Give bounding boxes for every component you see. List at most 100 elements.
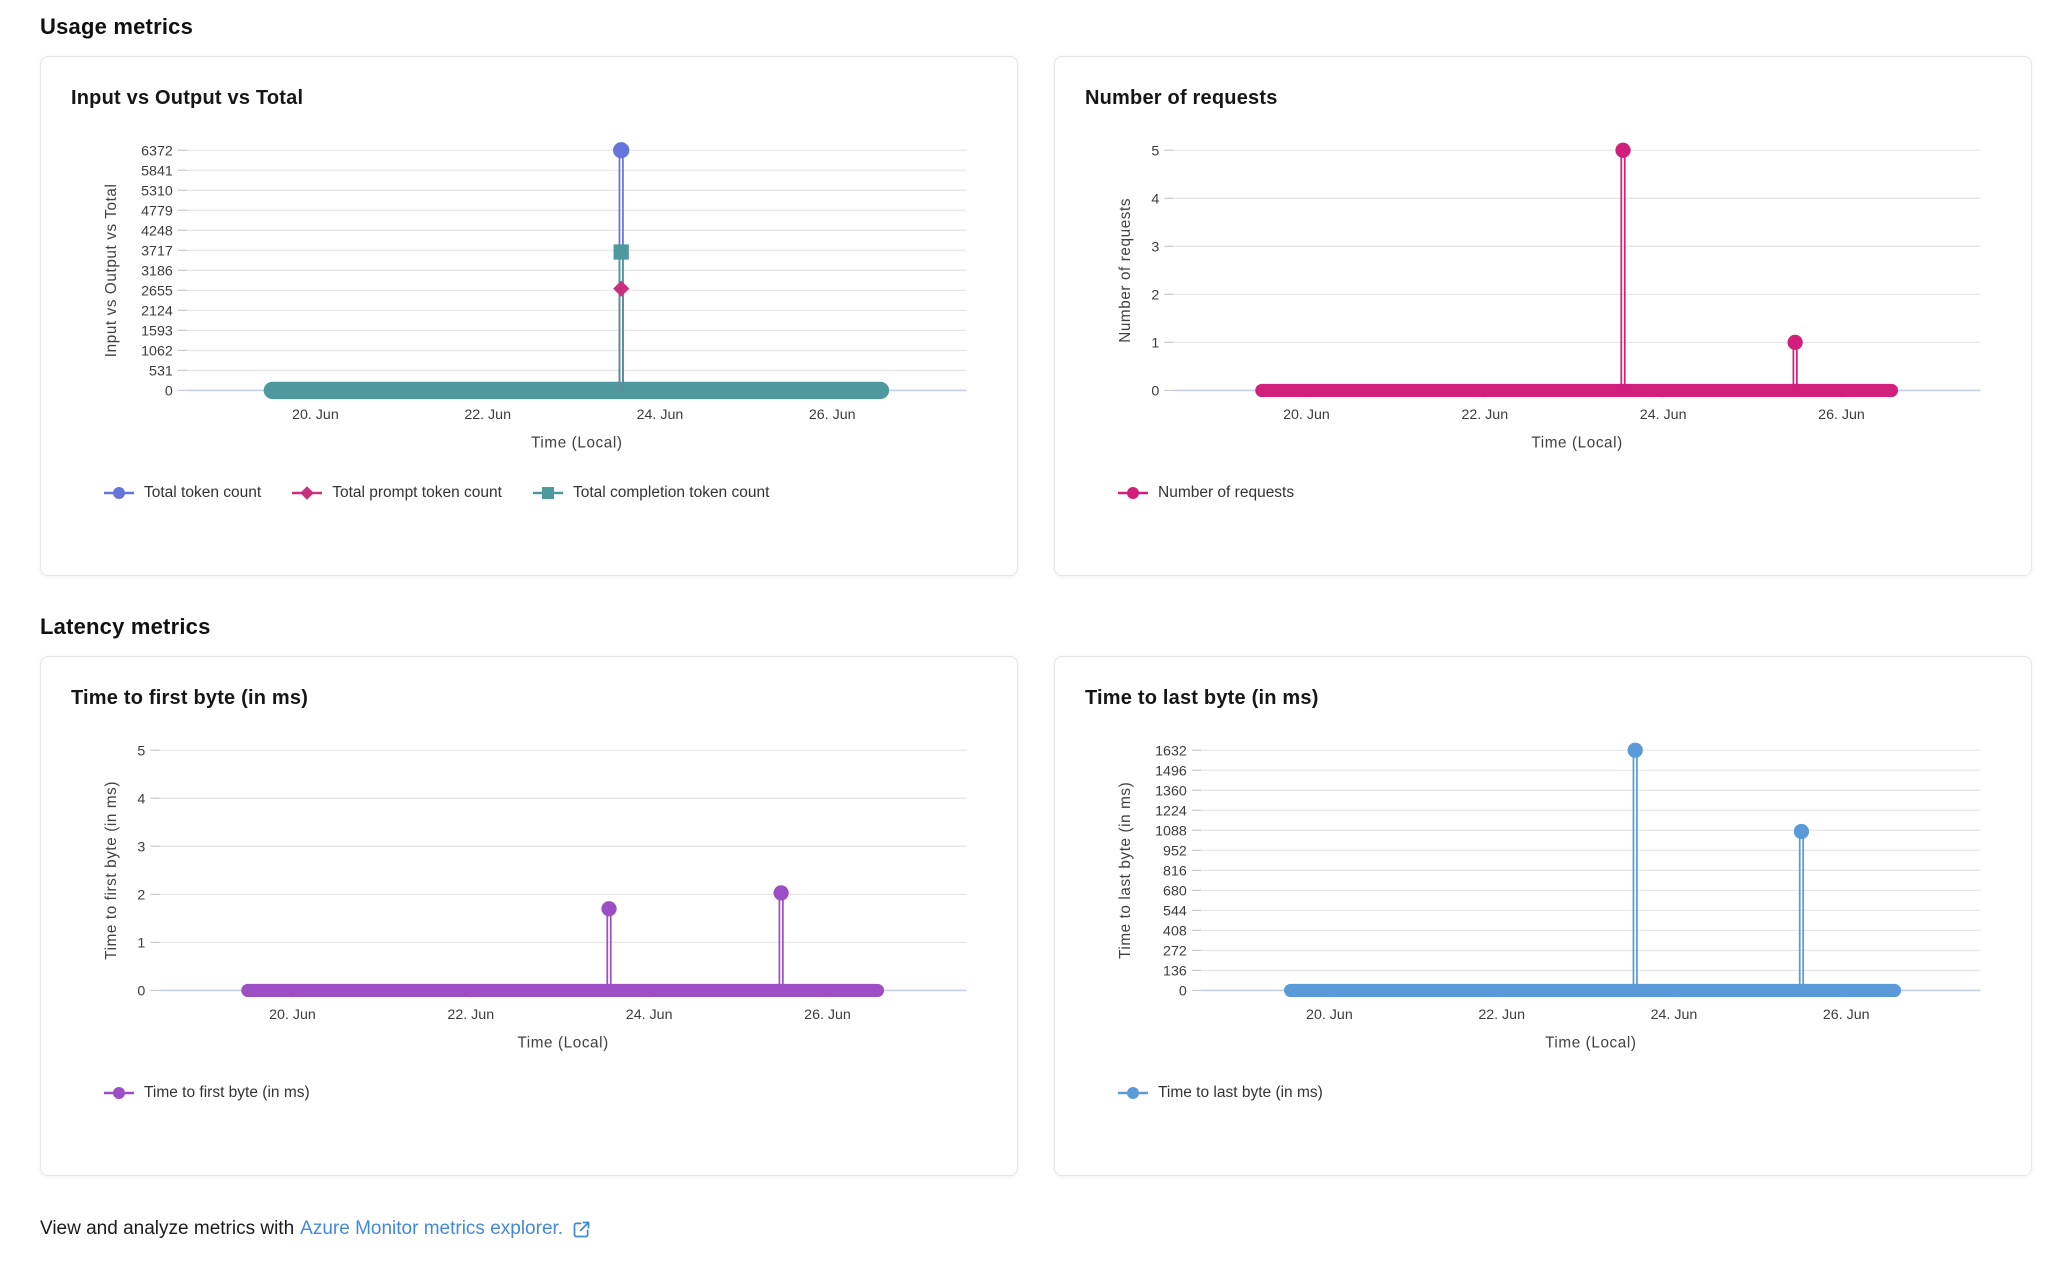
usage-cards-row: Input vs Output vs Total 6372 5841 5310 477…: [40, 56, 2032, 576]
svg-text:0: 0: [1151, 384, 1159, 400]
svg-text:1632: 1632: [1155, 743, 1187, 759]
chart-number-of-requests: 5 4 3 2 1 0 20. Jun 22. Jun 24. Jun 26. Jun Time (…: [1085, 136, 2001, 454]
svg-text:24. Jun: 24. Jun: [1651, 1007, 1698, 1023]
svg-text:136: 136: [1163, 964, 1187, 980]
legend-label: Total prompt token count: [332, 483, 502, 501]
chart-input-output-total: 6372 5841 5310 4779 4248 3717 3186 2655 2124 1593…: [71, 136, 987, 454]
svg-text:3: 3: [137, 839, 145, 855]
svg-text:2124: 2124: [141, 303, 173, 319]
svg-text:2: 2: [1151, 287, 1159, 303]
chart-legend: Number of requests: [1117, 484, 2001, 502]
svg-text:22. Jun: 22. Jun: [464, 407, 511, 423]
card-time-to-last-byte: Time to last byte (in ms) 1632 1496 1360 12…: [1054, 656, 2032, 1176]
svg-text:20. Jun: 20. Jun: [1283, 407, 1330, 423]
svg-text:4: 4: [1151, 191, 1159, 207]
svg-text:0: 0: [1179, 984, 1187, 1000]
chart-title: Time to last byte (in ms): [1085, 687, 1319, 709]
footer: View and analyze metrics with Azure Moni…: [40, 1218, 2032, 1240]
svg-text:Number of requests: Number of requests: [1117, 198, 1134, 343]
svg-text:22. Jun: 22. Jun: [1478, 1007, 1525, 1023]
legend-label: Time to last byte (in ms): [1158, 1083, 1323, 1101]
svg-text:272: 272: [1163, 943, 1187, 959]
footer-text: View and analyze metrics with: [40, 1218, 295, 1239]
svg-text:26. Jun: 26. Jun: [809, 407, 856, 423]
legend-item[interactable]: Total prompt token count: [291, 484, 502, 502]
legend-label: Total token count: [144, 483, 262, 501]
card-number-of-requests: Number of requests 5 4 3 2 1 0 20. Jun 22. Jun 2…: [1054, 56, 2032, 576]
svg-text:22. Jun: 22. Jun: [447, 1007, 494, 1023]
svg-text:3186: 3186: [141, 263, 173, 279]
svg-text:24. Jun: 24. Jun: [626, 1007, 673, 1023]
legend-circle-icon: [104, 486, 134, 499]
svg-text:5310: 5310: [141, 183, 173, 199]
svg-text:Time (Local): Time (Local): [517, 1034, 609, 1051]
svg-text:408: 408: [1163, 923, 1187, 939]
legend-label: Number of requests: [1158, 483, 1295, 501]
legend-label: Total completion token count: [572, 483, 770, 501]
svg-text:1: 1: [137, 935, 145, 951]
legend-circle-icon: [104, 1086, 134, 1099]
latency-metrics-heading: Latency metrics: [40, 614, 211, 639]
legend-label: Time to first byte (in ms): [144, 1083, 310, 1101]
chart-time-to-last-byte: 1632 1496 1360 1224 1088 952 816 680 544 408 272 13…: [1085, 736, 2001, 1054]
svg-text:1088: 1088: [1155, 823, 1187, 839]
chart-time-to-first-byte: 5 4 3 2 1 0 20. Jun 22. Jun 24. Jun 26. Jun Time (…: [71, 736, 987, 1054]
svg-text:20. Jun: 20. Jun: [292, 407, 339, 423]
svg-text:22. Jun: 22. Jun: [1461, 407, 1508, 423]
svg-text:2655: 2655: [141, 283, 173, 299]
chart-legend: Time to last byte (in ms): [1117, 1084, 2001, 1102]
svg-text:26. Jun: 26. Jun: [1818, 407, 1865, 423]
svg-text:680: 680: [1163, 883, 1187, 899]
legend-item[interactable]: Total token count: [103, 484, 261, 502]
svg-text:Time (Local): Time (Local): [1531, 434, 1623, 451]
svg-text:5: 5: [137, 743, 145, 759]
legend-square-icon: [532, 486, 563, 499]
svg-text:3: 3: [1151, 239, 1159, 255]
svg-text:Time to first byte (in ms): Time to first byte (in ms): [103, 781, 120, 960]
svg-text:Time to last byte (in ms): Time to last byte (in ms): [1117, 782, 1134, 959]
svg-text:5841: 5841: [141, 163, 173, 179]
svg-text:20. Jun: 20. Jun: [269, 1007, 316, 1023]
svg-text:6372: 6372: [141, 143, 173, 159]
svg-text:531: 531: [149, 364, 173, 380]
svg-text:4779: 4779: [141, 203, 173, 219]
svg-text:24. Jun: 24. Jun: [1640, 407, 1687, 423]
svg-text:816: 816: [1163, 863, 1187, 879]
legend-diamond-icon: [292, 485, 323, 500]
external-link-icon: [573, 1221, 590, 1237]
footer-link-text: Azure Monitor metrics explorer.: [300, 1218, 564, 1239]
chart-legend: Total token count Total prompt token coun…: [103, 484, 987, 502]
svg-text:952: 952: [1163, 843, 1187, 859]
card-input-output-total: Input vs Output vs Total 6372 5841 5310 477…: [40, 56, 1018, 576]
svg-text:1360: 1360: [1155, 783, 1187, 799]
legend-item[interactable]: Total completion token count: [532, 484, 769, 502]
svg-text:26. Jun: 26. Jun: [1823, 1007, 1870, 1023]
azure-monitor-metrics-explorer-link[interactable]: Azure Monitor metrics explorer.: [300, 1218, 592, 1240]
svg-text:4: 4: [137, 791, 145, 807]
legend-item[interactable]: Time to last byte (in ms): [1117, 1084, 1323, 1102]
svg-text:Time (Local): Time (Local): [1545, 1034, 1637, 1051]
legend-item[interactable]: Time to first byte (in ms): [103, 1084, 310, 1102]
svg-text:4248: 4248: [141, 223, 173, 239]
svg-text:Input vs Output vs Total: Input vs Output vs Total: [103, 183, 120, 357]
legend-circle-icon: [1118, 1086, 1148, 1099]
svg-text:5: 5: [1151, 143, 1159, 159]
svg-text:1496: 1496: [1155, 763, 1187, 779]
svg-text:20. Jun: 20. Jun: [1306, 1007, 1353, 1023]
svg-text:1224: 1224: [1155, 803, 1187, 819]
chart-legend: Time to first byte (in ms): [103, 1084, 987, 1102]
svg-text:Time (Local): Time (Local): [531, 434, 623, 451]
chart-title: Time to first byte (in ms): [71, 687, 309, 709]
svg-text:2: 2: [137, 887, 145, 903]
svg-text:544: 544: [1163, 903, 1187, 919]
svg-text:3717: 3717: [141, 243, 173, 259]
svg-text:1: 1: [1151, 335, 1159, 351]
chart-title: Input vs Output vs Total: [71, 87, 304, 109]
svg-text:24. Jun: 24. Jun: [637, 407, 684, 423]
legend-item[interactable]: Number of requests: [1117, 484, 1294, 502]
svg-text:26. Jun: 26. Jun: [804, 1007, 851, 1023]
svg-text:0: 0: [165, 384, 173, 400]
usage-metrics-heading: Usage metrics: [40, 14, 194, 39]
svg-text:1062: 1062: [141, 343, 173, 359]
legend-circle-icon: [1118, 486, 1148, 499]
